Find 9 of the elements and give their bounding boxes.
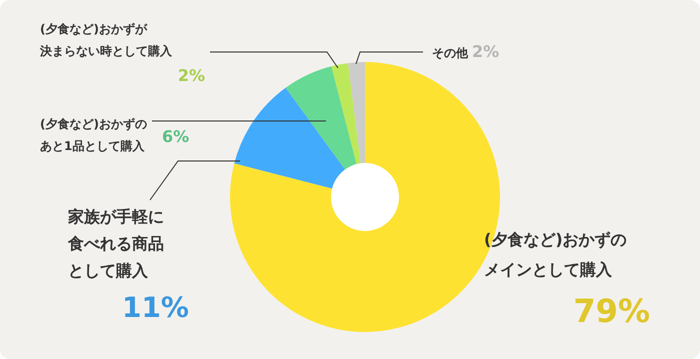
slice-label: その他 — [432, 46, 469, 60]
slice-label: (夕食など)おかずのあと1品として購入 — [40, 117, 147, 153]
data-label: 11% — [122, 291, 189, 324]
data-label: 2% — [178, 66, 205, 85]
data-label: 2% — [472, 42, 500, 61]
slice-label: (夕食など)おかずが決まらない時として購入 — [39, 22, 173, 58]
data-label: 6% — [162, 127, 190, 146]
data-label: 79% — [573, 292, 650, 330]
slice-label: 家族が手軽に食べれる商品として購入 — [67, 207, 164, 280]
